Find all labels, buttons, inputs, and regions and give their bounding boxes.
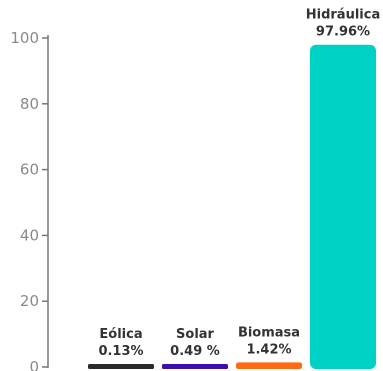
bar-solar bbox=[162, 364, 228, 369]
y-tick-label-20: 20 bbox=[20, 292, 39, 310]
value-label-eolica: 0.13% bbox=[98, 344, 143, 359]
y-tick-label-80: 80 bbox=[20, 95, 39, 113]
value-label-biomasa: 1.42% bbox=[246, 342, 291, 357]
bar-labels: Eólica 0.13% Solar 0.49 % Biomasa 1.42% Hidráu… bbox=[98, 8, 380, 359]
bars bbox=[88, 44, 376, 369]
y-tick-label-100: 100 bbox=[10, 29, 39, 47]
bar-biomasa bbox=[236, 362, 302, 369]
value-label-solar: 0.49 % bbox=[170, 344, 220, 359]
category-label-solar: Solar bbox=[176, 327, 215, 342]
y-tick-label-40: 40 bbox=[20, 226, 39, 244]
category-label-eolica: Eólica bbox=[99, 327, 142, 342]
y-tick-label-0: 0 bbox=[29, 358, 39, 371]
y-tick-label-60: 60 bbox=[20, 161, 39, 179]
y-axis: 0 20 40 60 80 100 bbox=[10, 29, 49, 371]
category-label-hidraulica: Hidráulica bbox=[306, 8, 380, 23]
bar-hidraulica bbox=[310, 44, 376, 369]
value-label-hidraulica: 97.96% bbox=[316, 25, 370, 40]
category-label-biomasa: Biomasa bbox=[238, 325, 300, 340]
bar-eolica bbox=[88, 364, 154, 369]
